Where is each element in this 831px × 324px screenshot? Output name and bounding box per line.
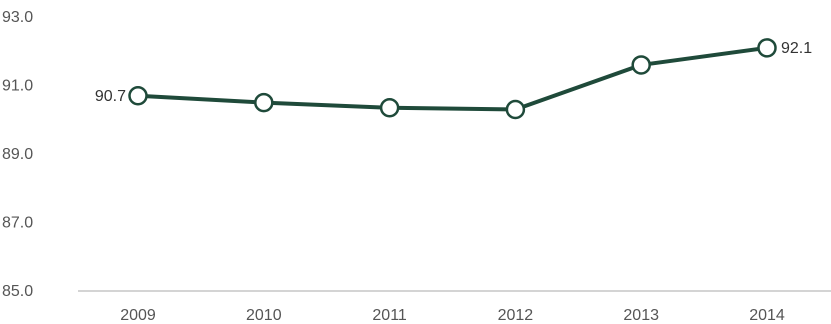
data-point (128, 86, 148, 106)
x-tick-label: 2014 (749, 307, 785, 324)
data-point (379, 98, 400, 118)
x-tick-label: 2009 (120, 307, 156, 324)
series-line (136, 45, 769, 112)
y-tick-label: 93.0 (2, 9, 33, 26)
y-tick-label: 91.0 (2, 78, 33, 95)
data-point (757, 38, 777, 58)
x-tick-label: 2012 (498, 307, 534, 324)
x-tick-label: 2013 (623, 307, 659, 324)
y-tick-label: 85.0 (2, 283, 33, 300)
x-tick-label: 2011 (372, 307, 407, 324)
data-label: 90.7 (95, 88, 126, 105)
data-point (254, 92, 274, 113)
y-tick-label: 89.0 (2, 146, 33, 163)
data-label: 92.1 (781, 40, 812, 57)
data-point (505, 99, 526, 120)
y-tick-label: 87.0 (2, 215, 33, 232)
x-tick-label: 2010 (246, 307, 282, 324)
data-point (631, 55, 651, 75)
